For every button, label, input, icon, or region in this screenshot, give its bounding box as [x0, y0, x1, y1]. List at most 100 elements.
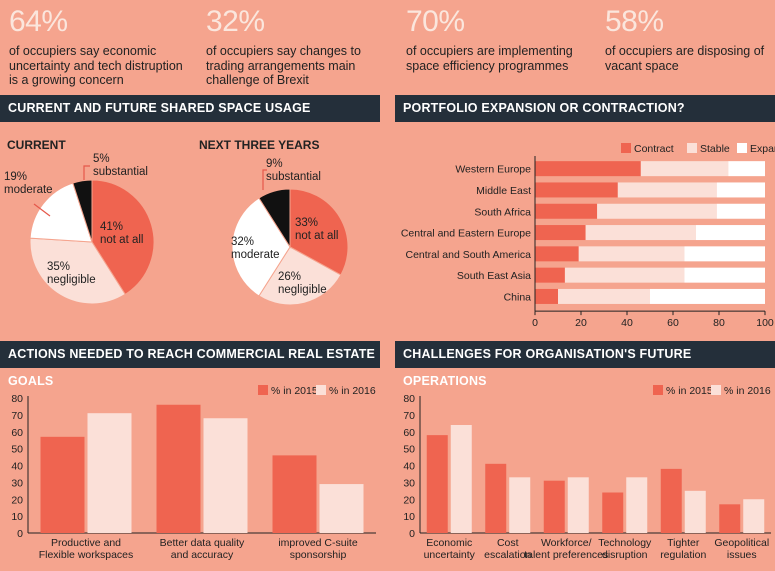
y-tick-label: 40	[403, 461, 415, 473]
bar-segment-stable	[597, 203, 717, 219]
y-tick-label: 80	[403, 393, 415, 405]
y-tick-label: 10	[403, 511, 415, 523]
legend-label-contract: Contract	[634, 143, 674, 155]
bar-segment-stable	[564, 267, 685, 283]
legend-label-2016: % in 2016	[329, 385, 376, 397]
pie-current-subtitle: CURRENT	[7, 138, 66, 152]
y-tick-label: 70	[11, 410, 23, 422]
bar-2016	[203, 418, 248, 533]
category-label: improved C-suite	[278, 537, 358, 549]
y-tick-label: 50	[11, 444, 23, 456]
legend-swatch-expand	[737, 143, 747, 153]
pie-slice-negligible	[29, 237, 126, 305]
stat-4-text: of occupiers are disposing of vacant spa…	[605, 44, 765, 73]
category-label: disruption	[602, 549, 648, 561]
category-label: Economic	[426, 537, 472, 549]
category-label: Tighter	[667, 537, 700, 549]
legend-swatch-2015	[258, 385, 268, 395]
bar-2016	[319, 484, 364, 533]
legend-label-stable: Stable	[700, 143, 730, 155]
stat-2: 32% of occupiers say changes to trading …	[206, 6, 386, 88]
bar-segment-stable	[617, 182, 717, 198]
y-tick-label: 0	[409, 528, 415, 540]
y-tick-label: 70	[403, 410, 415, 422]
category-label: South East Asia	[457, 270, 531, 282]
y-tick-label: 30	[403, 477, 415, 489]
x-tick-label: 100	[756, 317, 774, 329]
bar-2016	[743, 499, 765, 533]
pie-label-name: not at all	[295, 230, 338, 242]
y-tick-label: 50	[403, 444, 415, 456]
category-label: Central and Eastern Europe	[401, 228, 531, 240]
section-title-actions: ACTIONS NEEDED TO REACH COMMERCIAL REAL …	[0, 341, 380, 388]
x-tick-label: 60	[667, 317, 679, 329]
bar-2015	[272, 455, 317, 533]
pie-leader-line	[33, 203, 51, 217]
bar-2015	[602, 492, 624, 533]
category-label: escalation	[484, 549, 531, 561]
stat-1-value: 64%	[9, 5, 68, 38]
section-title-shared-space: CURRENT AND FUTURE SHARED SPACE USAGE	[0, 95, 380, 122]
pie-label-name: moderate	[4, 184, 53, 196]
pie-slice-negligible	[258, 246, 342, 306]
bar-2016	[567, 477, 589, 533]
pie-label-name: substantial	[266, 171, 321, 183]
category-label: talent preferences	[524, 549, 608, 561]
legend-swatch-2016	[316, 385, 326, 395]
pie-label-value: 19%	[4, 171, 27, 183]
bar-2015	[543, 480, 565, 533]
bar-2015	[660, 468, 682, 533]
category-label: regulation	[660, 549, 706, 561]
y-tick-label: 0	[17, 528, 23, 540]
y-tick-label: 20	[403, 494, 415, 506]
pie-slice-not-at-all	[289, 188, 349, 276]
legend-label-2015: % in 2015	[666, 385, 713, 397]
category-label: Central and South America	[406, 249, 532, 261]
pie-label-name: negligible	[278, 284, 327, 296]
stat-3: 70% of occupiers are implementing space …	[406, 6, 591, 73]
pie-label-value: 32%	[231, 236, 254, 248]
pie-leader-line	[83, 165, 90, 180]
bar-segment-stable	[558, 288, 650, 304]
pie-label-name: negligible	[47, 274, 96, 286]
pie-label-value: 26%	[278, 271, 301, 283]
pie-chart-current: 41%not at all 35%negligible 19%moderate 5%s…	[4, 153, 155, 305]
bar-segment-contract	[535, 225, 586, 241]
section-title-portfolio: PORTFOLIO EXPANSION OR CONTRACTION?	[395, 95, 775, 122]
bar-segment-expand	[650, 288, 765, 304]
stat-4-value: 58%	[605, 5, 664, 38]
pie-label-value: 5%	[93, 153, 110, 165]
pie-slice-substantial	[258, 188, 291, 249]
category-label: Technology	[598, 537, 652, 549]
category-label: and accuracy	[171, 549, 234, 561]
category-label: Cost	[497, 537, 519, 549]
actions-bar-chart: % in 2015 % in 2016 0 10 20 30 40 50 60 70 80 Produ…	[11, 385, 376, 561]
bar-segment-stable	[640, 161, 729, 177]
y-tick-label: 60	[403, 427, 415, 439]
legend-swatch-stable	[687, 143, 697, 153]
section-title-challenges: CHALLENGES FOR ORGANISATION'S FUTURE OPE…	[395, 341, 775, 388]
bar-2016	[626, 477, 648, 533]
legend-swatch-2016	[711, 385, 721, 395]
y-tick-label: 80	[11, 393, 23, 405]
bar-2016	[87, 413, 132, 533]
category-label: Workforce/	[541, 537, 592, 549]
pie-label-value: 9%	[266, 158, 283, 170]
bar-2015	[426, 435, 448, 533]
bar-2015	[40, 436, 85, 533]
bar-segment-contract	[535, 246, 579, 262]
bar-segment-expand	[696, 225, 765, 241]
pie-future-subtitle: NEXT THREE YEARS	[199, 138, 320, 152]
category-label: issues	[727, 549, 757, 561]
pie-label-name: substantial	[93, 166, 148, 178]
challenges-bar-chart: % in 2015 % in 2016 0 10 20 30 40 50 60 70 80 Econo…	[403, 385, 771, 561]
bar-segment-stable	[578, 246, 685, 262]
y-tick-label: 10	[11, 511, 23, 523]
stat-1: 64% of occupiers say economic uncertaint…	[9, 6, 194, 88]
stat-1-text: of occupiers say economic uncertainty an…	[9, 44, 183, 87]
pie-label-value: 35%	[47, 261, 70, 273]
category-label: Western Europe	[455, 164, 531, 176]
portfolio-stacked-bar-chart: Contract Stable Expand Western Europe Middle…	[401, 143, 775, 329]
legend-label-2016: % in 2016	[724, 385, 771, 397]
category-label: uncertainty	[424, 549, 476, 561]
